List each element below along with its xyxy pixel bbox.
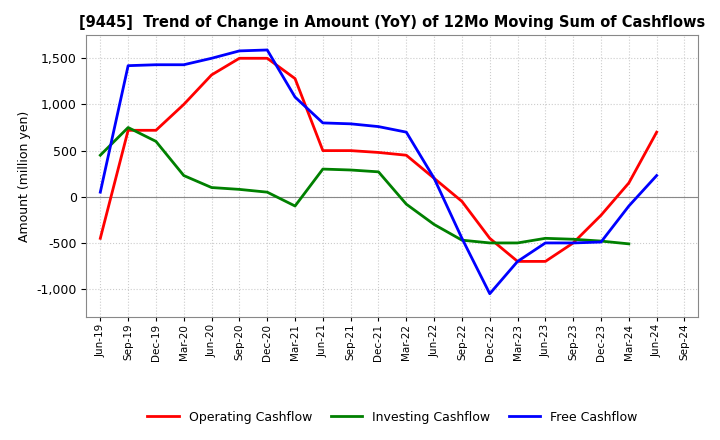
Operating Cashflow (458, 199, 467, 204)
Free Cashflow (374, 124, 383, 129)
Y-axis label: Amount (million yen): Amount (million yen) (18, 110, 31, 242)
Operating Cashflow (179, 102, 188, 107)
Investing Cashflow (263, 190, 271, 195)
Investing Cashflow (458, 238, 467, 243)
Operating Cashflow (513, 259, 522, 264)
Investing Cashflow (402, 202, 410, 207)
Free Cashflow (96, 190, 104, 195)
Investing Cashflow (346, 167, 355, 172)
Investing Cashflow (124, 125, 132, 130)
Investing Cashflow (207, 185, 216, 190)
Investing Cashflow (179, 173, 188, 178)
Free Cashflow (318, 120, 327, 125)
Operating Cashflow (152, 128, 161, 133)
Investing Cashflow (624, 241, 633, 246)
Investing Cashflow (597, 238, 606, 244)
Free Cashflow (207, 55, 216, 61)
Operating Cashflow (402, 153, 410, 158)
Operating Cashflow (291, 76, 300, 81)
Operating Cashflow (263, 55, 271, 61)
Operating Cashflow (430, 176, 438, 181)
Operating Cashflow (96, 236, 104, 241)
Free Cashflow (513, 259, 522, 264)
Free Cashflow (152, 62, 161, 67)
Free Cashflow (402, 129, 410, 135)
Operating Cashflow (485, 236, 494, 241)
Investing Cashflow (318, 166, 327, 172)
Operating Cashflow (235, 55, 243, 61)
Operating Cashflow (569, 240, 577, 246)
Investing Cashflow (152, 139, 161, 144)
Free Cashflow (458, 236, 467, 241)
Operating Cashflow (318, 148, 327, 153)
Free Cashflow (430, 176, 438, 181)
Operating Cashflow (597, 213, 606, 218)
Line: Free Cashflow: Free Cashflow (100, 50, 657, 294)
Operating Cashflow (652, 129, 661, 135)
Investing Cashflow (430, 222, 438, 227)
Free Cashflow (569, 240, 577, 246)
Investing Cashflow (96, 153, 104, 158)
Free Cashflow (124, 63, 132, 68)
Free Cashflow (346, 121, 355, 126)
Operating Cashflow (624, 180, 633, 186)
Free Cashflow (624, 203, 633, 209)
Investing Cashflow (374, 169, 383, 175)
Free Cashflow (235, 48, 243, 54)
Legend: Operating Cashflow, Investing Cashflow, Free Cashflow: Operating Cashflow, Investing Cashflow, … (143, 406, 642, 429)
Investing Cashflow (513, 240, 522, 246)
Free Cashflow (597, 239, 606, 245)
Operating Cashflow (541, 259, 550, 264)
Operating Cashflow (207, 72, 216, 77)
Investing Cashflow (485, 240, 494, 246)
Investing Cashflow (541, 236, 550, 241)
Free Cashflow (541, 240, 550, 246)
Investing Cashflow (235, 187, 243, 192)
Operating Cashflow (374, 150, 383, 155)
Operating Cashflow (124, 128, 132, 133)
Free Cashflow (179, 62, 188, 67)
Free Cashflow (485, 291, 494, 297)
Title: [9445]  Trend of Change in Amount (YoY) of 12Mo Moving Sum of Cashflows: [9445] Trend of Change in Amount (YoY) o… (79, 15, 706, 30)
Operating Cashflow (346, 148, 355, 153)
Free Cashflow (291, 95, 300, 100)
Free Cashflow (652, 173, 661, 178)
Line: Operating Cashflow: Operating Cashflow (100, 58, 657, 261)
Investing Cashflow (569, 237, 577, 242)
Line: Investing Cashflow: Investing Cashflow (100, 128, 629, 244)
Investing Cashflow (291, 203, 300, 209)
Free Cashflow (263, 48, 271, 53)
